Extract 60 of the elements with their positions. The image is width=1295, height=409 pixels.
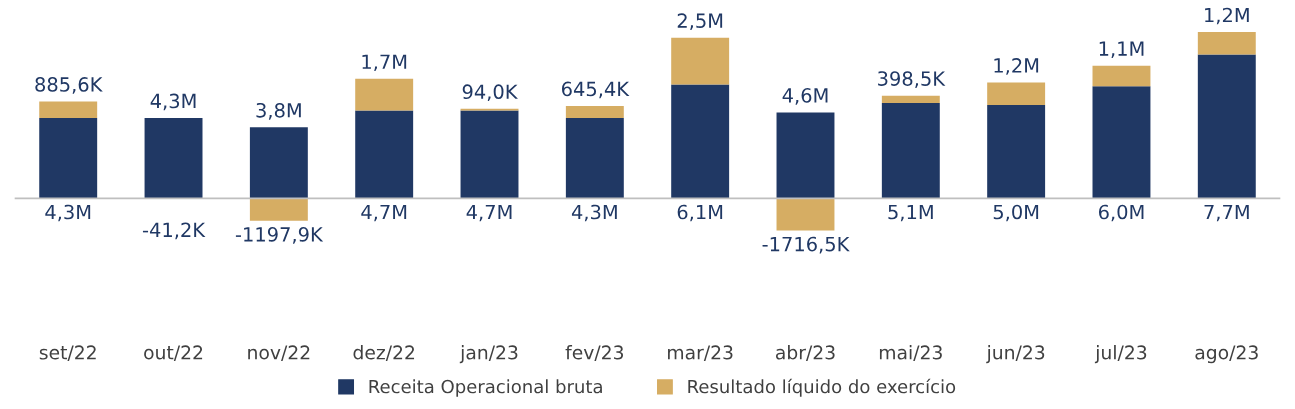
bar: [565, 105, 624, 119]
legend-label: Receita Operacional bruta: [369, 379, 602, 397]
bar: [355, 110, 414, 199]
data-label: 5,1M: [888, 204, 933, 222]
x-tick-label: jan/23: [459, 345, 518, 364]
data-label: 4,7M: [466, 204, 512, 222]
x-tick-label: set/22: [39, 345, 96, 362]
data-label: 885,6K: [35, 77, 103, 94]
data-label: 4,3M: [150, 93, 196, 111]
bar: [1092, 65, 1151, 87]
data-label: 6,0M: [1098, 204, 1144, 222]
data-label: 4,6M: [782, 87, 828, 105]
data-label: 1,1M: [1099, 41, 1144, 58]
x-tick-label: mai/23: [879, 345, 942, 362]
x-tick-label: mar/23: [668, 345, 733, 362]
data-label: 7,7M: [1204, 204, 1249, 222]
data-label: 1,2M: [994, 58, 1039, 75]
data-label: -41,2K: [142, 222, 206, 240]
data-label: 5,0M: [993, 204, 1039, 222]
bar: [249, 198, 308, 221]
x-tick-label: abr/23: [775, 345, 835, 362]
data-label: -1716,5K: [762, 236, 850, 254]
bar: [987, 104, 1046, 199]
bar: [1092, 86, 1151, 199]
x-tick-label: jun/23: [986, 345, 1045, 364]
x-tick-label: fev/23: [565, 345, 624, 362]
bar: [355, 78, 414, 111]
data-label: 4,3M: [45, 204, 91, 222]
bar: [776, 112, 835, 199]
bar: [1197, 32, 1256, 55]
bar: [249, 127, 308, 199]
data-label: 1,2M: [1205, 7, 1249, 25]
bar: [1197, 54, 1256, 199]
x-tick-label: jul/23: [1094, 345, 1147, 364]
x-tick-label: ago/23: [1195, 345, 1258, 364]
bar: [881, 103, 940, 199]
bar: [460, 110, 519, 199]
bar: [565, 118, 624, 199]
bar: [671, 84, 730, 199]
bar: [39, 118, 98, 199]
data-label: 645,4K: [561, 81, 630, 99]
data-label: 6,1M: [677, 204, 723, 222]
data-label: 3,8M: [256, 102, 301, 120]
bar: [881, 95, 940, 104]
bar: [144, 118, 203, 199]
x-tick-label: nov/22: [248, 345, 310, 362]
data-label: -1197,9K: [235, 227, 324, 244]
bar: [671, 37, 730, 85]
data-label: 94,0K: [462, 84, 518, 102]
legend-label: Resultado líquido do exercício: [688, 378, 956, 397]
bar: [39, 101, 98, 119]
data-label: 4,7M: [361, 204, 407, 222]
x-tick-label: out/22: [144, 345, 203, 362]
data-label: 4,3M: [571, 204, 617, 222]
bar: [987, 82, 1046, 105]
x-tick-label: dez/22: [353, 345, 415, 362]
bar: [776, 198, 835, 231]
data-label: 398,5K: [878, 71, 946, 88]
data-label: 1,7M: [362, 54, 407, 72]
data-label: 2,5M: [677, 13, 723, 30]
